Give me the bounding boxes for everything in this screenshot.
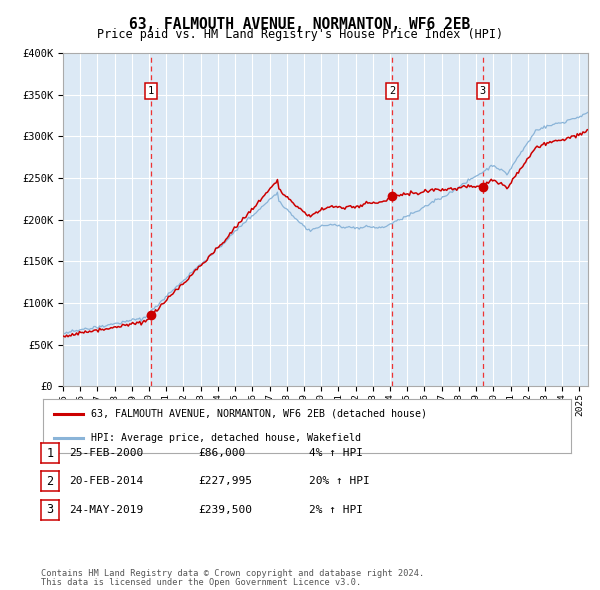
Text: Price paid vs. HM Land Registry's House Price Index (HPI): Price paid vs. HM Land Registry's House …	[97, 28, 503, 41]
Text: 2% ↑ HPI: 2% ↑ HPI	[309, 505, 363, 514]
Text: £227,995: £227,995	[198, 477, 252, 486]
Text: £86,000: £86,000	[198, 448, 245, 458]
Text: HPI: Average price, detached house, Wakefield: HPI: Average price, detached house, Wake…	[91, 433, 361, 443]
Text: 1: 1	[46, 447, 53, 460]
Text: 3: 3	[479, 86, 485, 96]
Text: 2: 2	[46, 475, 53, 488]
Text: Contains HM Land Registry data © Crown copyright and database right 2024.: Contains HM Land Registry data © Crown c…	[41, 569, 424, 578]
Text: 63, FALMOUTH AVENUE, NORMANTON, WF6 2EB: 63, FALMOUTH AVENUE, NORMANTON, WF6 2EB	[130, 17, 470, 31]
Text: 24-MAY-2019: 24-MAY-2019	[69, 505, 143, 514]
Text: 1: 1	[148, 86, 154, 96]
Text: 3: 3	[46, 503, 53, 516]
Text: 25-FEB-2000: 25-FEB-2000	[69, 448, 143, 458]
Text: 20% ↑ HPI: 20% ↑ HPI	[309, 477, 370, 486]
Text: 20-FEB-2014: 20-FEB-2014	[69, 477, 143, 486]
Text: 4% ↑ HPI: 4% ↑ HPI	[309, 448, 363, 458]
Text: £239,500: £239,500	[198, 505, 252, 514]
Text: 63, FALMOUTH AVENUE, NORMANTON, WF6 2EB (detached house): 63, FALMOUTH AVENUE, NORMANTON, WF6 2EB …	[91, 409, 427, 419]
Text: 2: 2	[389, 86, 395, 96]
Text: This data is licensed under the Open Government Licence v3.0.: This data is licensed under the Open Gov…	[41, 578, 361, 588]
